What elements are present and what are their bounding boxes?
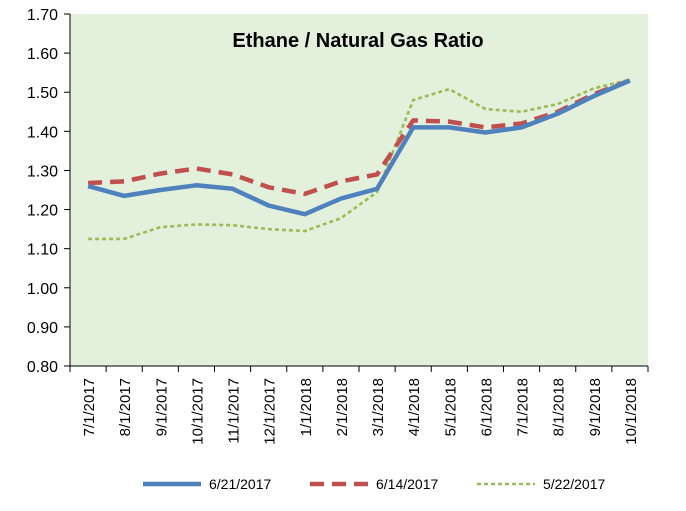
legend-swatch-dashed	[310, 481, 368, 487]
x-tick-label: 4/1/2018	[406, 378, 423, 436]
x-tick-label: 11/1/2017	[226, 378, 243, 444]
x-tick-label: 7/1/2018	[515, 378, 532, 436]
x-tick-label: 5/1/2018	[442, 378, 459, 436]
legend-label: 6/14/2017	[376, 476, 439, 492]
series-layer	[87, 78, 631, 241]
y-tick-label: 1.50	[27, 85, 58, 102]
x-tick-label: 10/1/2018	[623, 378, 640, 445]
y-tick-label: 1.70	[27, 7, 58, 24]
legend-item-series-2: 6/14/2017	[310, 470, 438, 498]
x-tick-label: 1/1/2018	[298, 378, 315, 436]
y-tick-label: 1.60	[27, 46, 58, 63]
y-tick-label: 1.00	[27, 281, 58, 298]
chart-title: Ethane / Natural Gas Ratio	[232, 30, 483, 52]
y-tick-label: 0.90	[27, 320, 58, 337]
legend-item-series-1: 6/21/2017	[143, 470, 271, 498]
x-tick-label: 12/1/2017	[262, 378, 279, 445]
legend-label: 6/21/2017	[209, 476, 272, 492]
legend-swatch-solid	[143, 481, 201, 487]
y-axis: 1.70 1.60 1.50 1.40 1.30 1.20 1.10 1.00 0.90 0.80	[27, 7, 71, 376]
y-tick-label: 1.20	[27, 203, 58, 220]
x-axis: 7/1/2017 8/1/2017 9/1/2017 10/1/2017 11/1/20…	[69, 365, 649, 445]
y-tick-label: 1.40	[27, 124, 58, 141]
legend-item-series-3: 5/22/2017	[477, 470, 605, 498]
x-tick-label: 6/1/2018	[478, 378, 495, 436]
y-tick-label: 1.30	[27, 163, 58, 180]
series-line-dotted	[88, 78, 631, 241]
legend-label: 5/22/2017	[543, 476, 606, 492]
x-tick-label: 10/1/2017	[189, 378, 206, 445]
x-tick-label: 8/1/2018	[551, 378, 568, 436]
chart-svg: Ethane / Natural Gas Ratio 1.701.601.501…	[27, 7, 649, 445]
x-tick-label: 8/1/2017	[117, 378, 134, 436]
legend: 6/21/2017 6/14/2017 5/22/2017	[0, 470, 686, 498]
x-tick-label: 9/1/2018	[587, 378, 604, 436]
x-tick-label: 2/1/2018	[334, 378, 351, 436]
x-tick-label: 9/1/2017	[153, 378, 170, 436]
legend-swatch-dotted	[477, 482, 535, 486]
x-tick-label: 7/1/2017	[81, 378, 98, 436]
x-tick-label: 3/1/2018	[370, 378, 387, 436]
y-tick-label: 1.10	[27, 242, 58, 259]
series-line-dashed	[88, 78, 631, 197]
y-tick-label: 0.80	[27, 359, 58, 376]
series-line-solid	[87, 78, 631, 217]
